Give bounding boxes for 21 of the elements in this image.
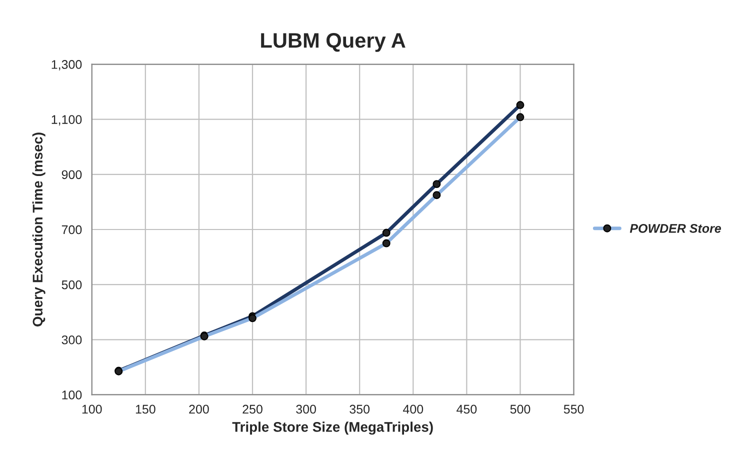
chart-title: LUBM Query A — [261, 33, 406, 52]
y-tick-label: 1,300 — [52, 60, 82, 70]
y-tick-label: 1,100 — [52, 115, 82, 126]
y-tick-label: 900 — [62, 170, 82, 180]
y-tick-label: 300 — [62, 335, 82, 344]
x-tick-label: 100 — [82, 404, 102, 414]
y-axis-title: Query Execution Time (msec) — [32, 132, 46, 326]
x-tick-label: 450 — [456, 404, 477, 414]
x-tick-label: 550 — [564, 404, 584, 414]
y-tick-label: 700 — [62, 225, 82, 234]
x-tick-label: 300 — [296, 404, 316, 414]
x-tick-label: 350 — [350, 404, 370, 414]
legend-label: POWDER Store — [630, 224, 721, 233]
x-tick-label: 200 — [189, 404, 209, 414]
x-tick-label: 150 — [136, 404, 156, 414]
y-tick-label: 500 — [62, 280, 82, 290]
y-tick-label: 100 — [62, 390, 82, 400]
x-tick-label: 500 — [510, 404, 530, 414]
x-tick-label: 400 — [403, 404, 424, 414]
x-axis-title: Triple Store Size (MegaTriples) — [232, 422, 433, 435]
x-tick-label: 250 — [242, 404, 262, 414]
